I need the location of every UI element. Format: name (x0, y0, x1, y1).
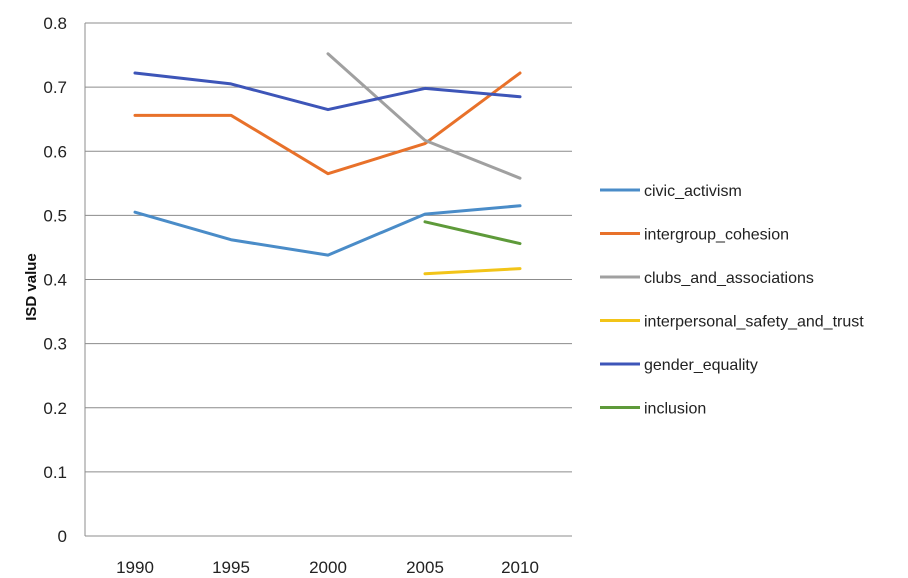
legend-label: interpersonal_safety_and_trust (644, 314, 864, 331)
series-line-civic-activism (133, 204, 522, 257)
gridlines (85, 22, 572, 537)
y-tick-label: 0.3 (43, 335, 67, 354)
x-tick-label: 2000 (309, 558, 347, 577)
legend-label: intergroup_cohesion (644, 227, 789, 244)
y-tick-label: 0.6 (43, 142, 67, 161)
x-tick-label: 2005 (406, 558, 444, 577)
y-tick-label: 0.8 (43, 14, 67, 33)
x-tick-label: 1995 (212, 558, 250, 577)
series-line-gender-equality (133, 71, 522, 112)
legend-label: gender_equality (644, 357, 758, 374)
series-line-interpersonal-safety-and-trust (423, 267, 522, 276)
y-axis-label: ISD value (23, 253, 40, 321)
x-tick-labels: 1990 1995 2000 2005 2010 (116, 558, 539, 577)
series-line-clubs-and-associations (326, 52, 522, 180)
series-line-intergroup-cohesion (133, 71, 522, 176)
legend-label: civic_activism (644, 183, 742, 200)
legend: civic_activism intergroup_cohesion clubs_a… (600, 183, 864, 418)
x-tick-label: 2010 (501, 558, 539, 577)
axes (84, 23, 572, 537)
legend-label: inclusion (644, 401, 706, 418)
series-lines (133, 52, 522, 276)
y-tick-label: 0.5 (43, 206, 67, 225)
y-tick-label: 0.7 (43, 78, 67, 97)
y-tick-label: 0.2 (43, 399, 67, 418)
legend-label: clubs_and_associations (644, 270, 814, 287)
y-tick-label: 0.1 (43, 463, 67, 482)
y-tick-label: 0 (58, 527, 67, 546)
series-line-inclusion (423, 220, 522, 246)
y-tick-labels: 0 0.1 0.2 0.3 0.4 0.5 0.6 0.7 0.8 (43, 14, 67, 546)
x-tick-label: 1990 (116, 558, 154, 577)
y-tick-label: 0.4 (43, 271, 67, 290)
